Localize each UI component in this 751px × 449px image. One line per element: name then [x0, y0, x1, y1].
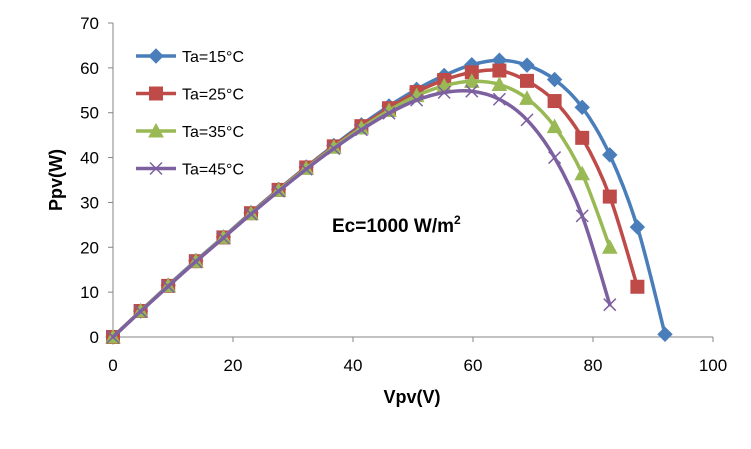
data-point [601, 239, 618, 254]
data-point [410, 93, 424, 107]
y-tick-label: 30 [80, 193, 99, 212]
data-point [602, 189, 617, 204]
y-tick-label: 50 [80, 104, 99, 123]
y-tick-label: 20 [80, 238, 99, 257]
data-point [134, 304, 148, 318]
axes [112, 23, 713, 338]
y-tick-label: 40 [80, 149, 99, 168]
data-point [216, 231, 230, 245]
data-point [519, 57, 535, 73]
data-point [603, 298, 617, 312]
data-point [244, 207, 258, 221]
data-point [106, 330, 120, 344]
data-point [463, 73, 480, 88]
data-point [465, 84, 479, 98]
legend-item: Ta=15°C [136, 48, 244, 66]
x-tick-label: 80 [584, 356, 603, 375]
data-point [520, 113, 534, 127]
data-point [546, 118, 563, 134]
legend-item: Ta=35°C [136, 122, 244, 141]
data-point [161, 279, 175, 293]
data-point [492, 92, 506, 106]
data-point [546, 71, 563, 88]
legend-swatch-marker [149, 161, 163, 176]
series-2 [106, 63, 645, 344]
x-tick-labels: 0 20 40 60 80 100 [108, 356, 727, 375]
legend-label: Ta=45°C [182, 162, 244, 179]
legend-swatch-marker [148, 122, 164, 138]
data-point [574, 99, 590, 116]
data-point [575, 130, 590, 145]
legend-label: Ta=15°C [182, 49, 244, 66]
x-tick-label: 0 [108, 356, 117, 375]
series-group [105, 52, 673, 345]
legend-swatch-marker [149, 86, 163, 101]
data-point [491, 76, 508, 91]
data-point [575, 209, 589, 223]
data-point [327, 142, 341, 156]
x-tick-label: 20 [224, 356, 243, 375]
irradiance-annotation: Ec=1000 W/m2 [332, 213, 461, 237]
legend-item: Ta=25°C [136, 86, 244, 104]
y-tick-label: 0 [90, 328, 99, 347]
x-axis-label: Vpv(V) [383, 387, 440, 407]
legend-label: Ta=35°C [182, 124, 244, 141]
y-tick-label: 60 [80, 59, 99, 78]
series-3 [105, 73, 618, 344]
data-point [354, 123, 368, 137]
y-tick-label: 10 [80, 283, 99, 302]
data-point [189, 255, 203, 269]
y-tick-label: 70 [80, 14, 99, 33]
series-line [111, 68, 640, 339]
data-point [519, 90, 535, 105]
data-point [299, 162, 313, 176]
series-4 [106, 84, 617, 344]
data-point [437, 85, 451, 100]
data-point [630, 279, 645, 294]
data-point [520, 73, 534, 88]
data-point [492, 63, 507, 78]
y-tick-labels: 0 10 20 30 40 50 60 70 [80, 14, 99, 347]
irradiance-annotation-text: Ec=1000 W/m [332, 216, 454, 237]
data-point [548, 151, 562, 165]
x-tick-label: 60 [464, 356, 483, 375]
legend-item: Ta=45°C [136, 162, 244, 179]
legend: Ta=15°C Ta=25°C Ta=35°C Ta=45°C [136, 48, 244, 179]
irradiance-annotation-superscript: 2 [454, 213, 461, 227]
y-axis-label: Ppv(W) [46, 149, 66, 211]
data-point [547, 94, 562, 109]
data-point [574, 165, 591, 181]
x-tick-label: 40 [344, 356, 363, 375]
data-point [272, 184, 286, 198]
legend-swatch-marker [148, 48, 164, 64]
legend-label: Ta=25°C [182, 87, 244, 104]
x-tick-label: 100 [699, 356, 727, 375]
data-point [629, 219, 646, 235]
data-point [657, 326, 673, 343]
data-point [602, 147, 618, 163]
data-point [382, 106, 396, 120]
